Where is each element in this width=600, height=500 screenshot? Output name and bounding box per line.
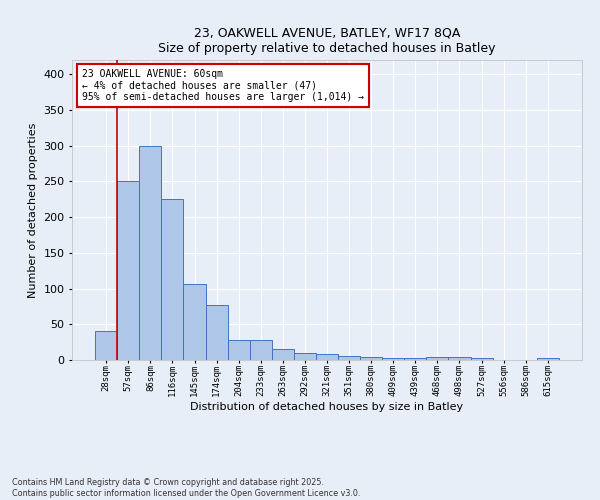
Text: 23 OAKWELL AVENUE: 60sqm
← 4% of detached houses are smaller (47)
95% of semi-de: 23 OAKWELL AVENUE: 60sqm ← 4% of detache… bbox=[82, 69, 364, 102]
X-axis label: Distribution of detached houses by size in Batley: Distribution of detached houses by size … bbox=[190, 402, 464, 412]
Bar bbox=[272, 348, 294, 360]
Bar bbox=[448, 357, 470, 360]
Bar bbox=[184, 284, 206, 360]
Bar bbox=[316, 354, 338, 360]
Bar bbox=[161, 200, 184, 360]
Bar bbox=[139, 146, 161, 360]
Y-axis label: Number of detached properties: Number of detached properties bbox=[28, 122, 38, 298]
Bar bbox=[227, 340, 250, 360]
Title: 23, OAKWELL AVENUE, BATLEY, WF17 8QA
Size of property relative to detached house: 23, OAKWELL AVENUE, BATLEY, WF17 8QA Siz… bbox=[158, 26, 496, 54]
Bar bbox=[360, 357, 382, 360]
Bar bbox=[382, 358, 404, 360]
Bar bbox=[294, 353, 316, 360]
Bar bbox=[206, 305, 227, 360]
Bar bbox=[470, 358, 493, 360]
Text: Contains HM Land Registry data © Crown copyright and database right 2025.
Contai: Contains HM Land Registry data © Crown c… bbox=[12, 478, 361, 498]
Bar bbox=[427, 357, 448, 360]
Bar bbox=[404, 358, 427, 360]
Bar bbox=[250, 340, 272, 360]
Bar bbox=[338, 356, 360, 360]
Bar bbox=[95, 332, 117, 360]
Bar bbox=[537, 358, 559, 360]
Bar bbox=[117, 182, 139, 360]
